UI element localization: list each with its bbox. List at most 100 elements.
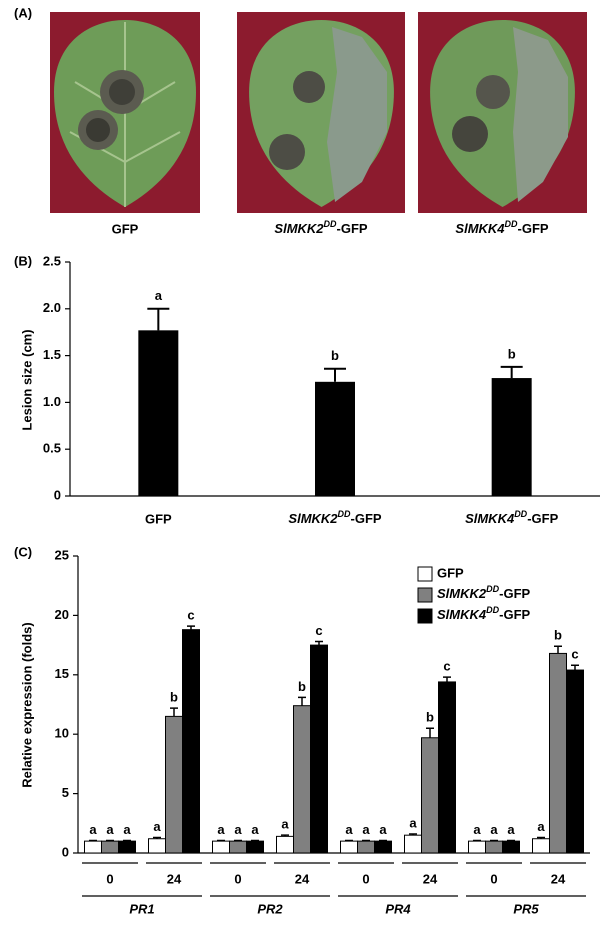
text-part: DD bbox=[486, 605, 499, 615]
significance-label: c bbox=[571, 647, 578, 662]
bar bbox=[404, 834, 422, 854]
bar bbox=[293, 705, 311, 854]
legend-label: GFP bbox=[437, 565, 464, 580]
photo-slmkk4 bbox=[418, 12, 587, 213]
error-bar bbox=[187, 625, 195, 630]
significance-label: a bbox=[507, 822, 515, 837]
x-tick-label: SlMKK2DD-GFP bbox=[288, 509, 382, 526]
bar bbox=[421, 737, 439, 854]
significance-label: a bbox=[234, 822, 242, 837]
text-part: SlMKK4 bbox=[437, 607, 487, 622]
bar bbox=[165, 715, 183, 854]
panel-label: (A) bbox=[14, 5, 32, 20]
y-tick-label: 0 bbox=[62, 844, 69, 859]
significance-label: c bbox=[187, 608, 194, 623]
bar bbox=[374, 840, 392, 854]
error-bar bbox=[507, 839, 515, 842]
bar bbox=[357, 840, 375, 854]
significance-label: b bbox=[508, 346, 516, 361]
significance-label: c bbox=[443, 659, 450, 674]
x-tick-label: 24 bbox=[551, 871, 566, 886]
error-bar bbox=[234, 839, 242, 842]
text-part: SlMKK2 bbox=[274, 221, 324, 236]
text-part: SlMKK4 bbox=[455, 221, 505, 236]
y-axis-label: Relative expression (folds) bbox=[19, 622, 34, 787]
text-part: DD bbox=[324, 219, 337, 229]
bar bbox=[340, 840, 358, 854]
x-tick-label: GFP bbox=[145, 511, 172, 526]
text-part: -GFP bbox=[337, 221, 368, 236]
bar bbox=[212, 840, 230, 854]
significance-label: a bbox=[153, 819, 161, 834]
x-tick-label: 24 bbox=[295, 871, 310, 886]
legend-label: SlMKK4DD-GFP bbox=[437, 605, 531, 622]
x-tick-label: 24 bbox=[167, 871, 182, 886]
bar bbox=[549, 652, 567, 854]
significance-label: a bbox=[155, 288, 163, 303]
significance-label: a bbox=[106, 822, 114, 837]
error-bar bbox=[251, 839, 259, 842]
error-bar bbox=[147, 307, 170, 331]
significance-label: a bbox=[362, 822, 370, 837]
x-tick-label: 0 bbox=[362, 871, 369, 886]
photo-slmkk2 bbox=[237, 12, 405, 213]
y-tick-label: 15 bbox=[55, 666, 69, 681]
error-bar bbox=[217, 839, 225, 842]
y-tick-label: 10 bbox=[55, 726, 69, 741]
y-tick-label: 2.0 bbox=[43, 300, 61, 315]
y-tick-label: 5 bbox=[62, 785, 69, 800]
significance-label: c bbox=[315, 623, 322, 638]
photo-caption: SlMKK2DD-GFP bbox=[274, 219, 368, 236]
error-bar bbox=[571, 664, 579, 671]
bar bbox=[438, 681, 456, 854]
significance-label: a bbox=[490, 822, 498, 837]
error-bar bbox=[409, 833, 417, 836]
bar bbox=[502, 840, 520, 854]
significance-label: a bbox=[251, 822, 259, 837]
group-label: PR5 bbox=[513, 901, 539, 916]
y-tick-label: 20 bbox=[55, 607, 69, 622]
panel-label: (B) bbox=[14, 253, 32, 268]
text-part: -GFP bbox=[499, 607, 530, 622]
bar bbox=[315, 381, 355, 496]
text-part: SlMKK2 bbox=[288, 511, 338, 526]
text-part: DD bbox=[505, 219, 518, 229]
significance-label: a bbox=[217, 822, 225, 837]
x-tick-label: 0 bbox=[490, 871, 497, 886]
y-tick-label: 1.0 bbox=[43, 394, 61, 409]
y-tick-label: 2.5 bbox=[43, 253, 61, 268]
bar bbox=[276, 835, 294, 854]
bar bbox=[229, 840, 247, 854]
x-tick-label: 24 bbox=[423, 871, 438, 886]
y-tick-label: 0 bbox=[54, 487, 61, 502]
photo-caption: SlMKK4DD-GFP bbox=[455, 219, 549, 236]
bar bbox=[566, 669, 584, 854]
significance-label: b bbox=[298, 679, 306, 694]
error-bar bbox=[490, 839, 498, 842]
bar bbox=[101, 840, 119, 854]
error-bar bbox=[315, 640, 323, 646]
significance-label: a bbox=[345, 822, 353, 837]
panel-label: (C) bbox=[14, 544, 32, 559]
text-part: DD bbox=[338, 509, 351, 519]
error-bar bbox=[443, 676, 451, 682]
bar bbox=[485, 840, 503, 854]
text-part: DD bbox=[486, 584, 499, 594]
bar bbox=[491, 378, 532, 496]
error-bar bbox=[170, 707, 178, 717]
bar bbox=[310, 644, 328, 854]
y-tick-label: 1.5 bbox=[43, 347, 61, 362]
bar bbox=[182, 629, 200, 854]
y-axis-label: Lesion size (cm) bbox=[19, 329, 34, 430]
text-part: -GFP bbox=[499, 586, 530, 601]
significance-label: a bbox=[409, 815, 417, 830]
significance-label: a bbox=[537, 819, 545, 834]
group-label: PR4 bbox=[385, 901, 411, 916]
significance-label: a bbox=[379, 822, 387, 837]
bar bbox=[84, 840, 102, 854]
bar bbox=[148, 838, 166, 854]
bar bbox=[468, 840, 486, 854]
x-tick-label: SlMKK4DD-GFP bbox=[465, 509, 559, 526]
significance-label: a bbox=[281, 817, 289, 832]
